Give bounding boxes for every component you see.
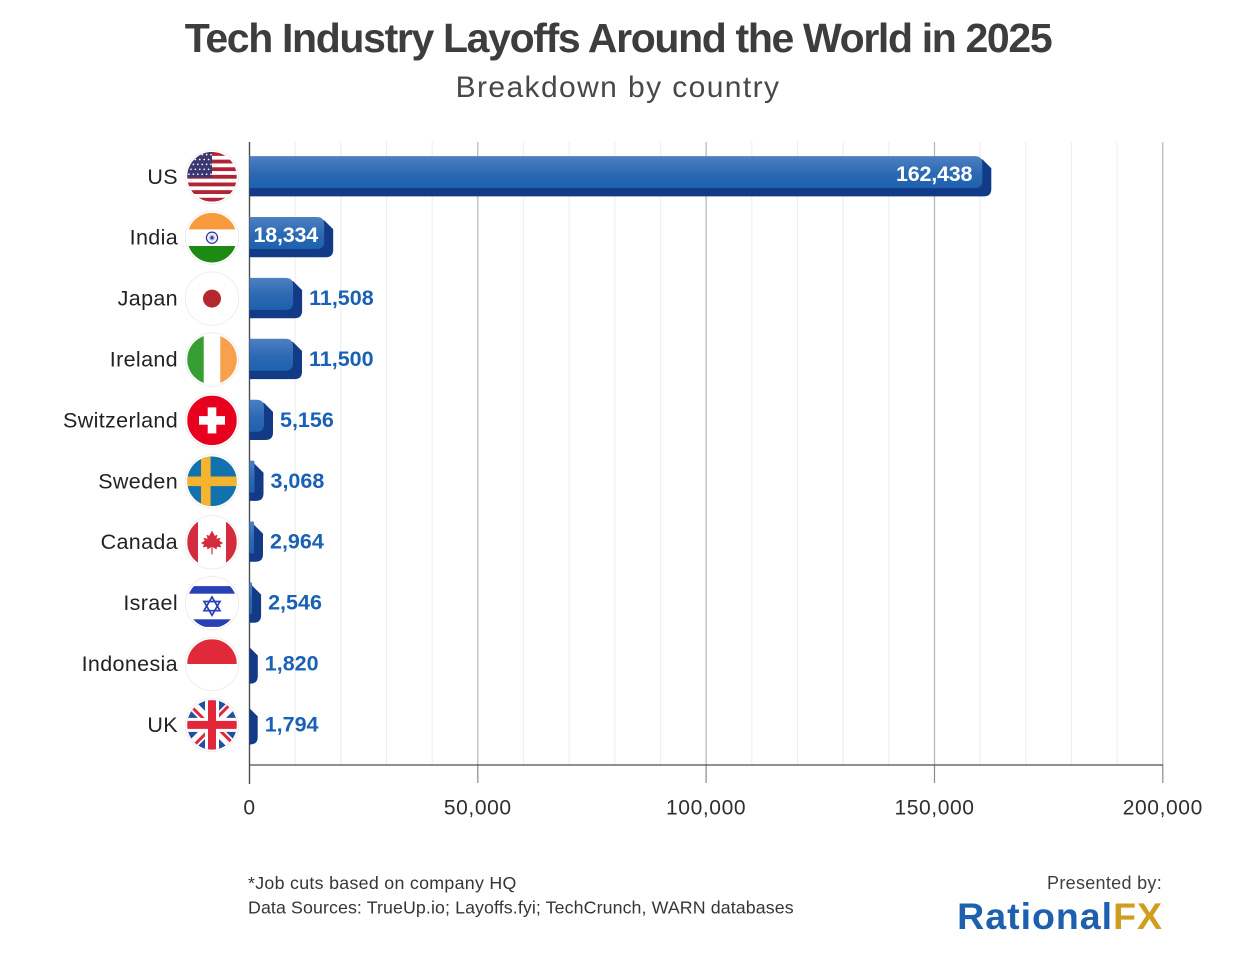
- svg-text:50,000: 50,000: [444, 797, 512, 820]
- svg-text:India: India: [130, 226, 178, 250]
- svg-text:Breakdown by country: Breakdown by country: [456, 71, 781, 104]
- svg-text:Presented by:: Presented by:: [1047, 873, 1162, 893]
- svg-text:0: 0: [243, 797, 255, 820]
- svg-text:Sweden: Sweden: [98, 469, 178, 493]
- svg-text:Data Sources: TrueUp.io; Layof: Data Sources: TrueUp.io; Layoffs.fyi; Te…: [248, 898, 794, 918]
- svg-text:Israel: Israel: [123, 591, 178, 615]
- svg-text:3,068: 3,068: [271, 469, 325, 493]
- svg-text:100,000: 100,000: [666, 797, 746, 820]
- svg-text:2,964: 2,964: [270, 530, 324, 554]
- svg-text:RationalFX: RationalFX: [957, 895, 1163, 937]
- svg-text:150,000: 150,000: [894, 797, 974, 820]
- svg-text:18,334: 18,334: [254, 223, 319, 247]
- svg-text:162,438: 162,438: [896, 162, 973, 186]
- svg-text:1,820: 1,820: [265, 652, 319, 676]
- svg-text:5,156: 5,156: [280, 408, 334, 432]
- svg-text:2,546: 2,546: [268, 591, 322, 615]
- svg-text:Switzerland: Switzerland: [63, 408, 178, 432]
- svg-text:200,000: 200,000: [1123, 797, 1203, 820]
- svg-text:11,500: 11,500: [309, 347, 374, 371]
- svg-text:Tech Industry Layoffs Around t: Tech Industry Layoffs Around the World i…: [185, 15, 1052, 61]
- svg-text:11,508: 11,508: [309, 286, 374, 310]
- svg-text:US: US: [147, 165, 178, 189]
- svg-text:Canada: Canada: [101, 530, 178, 554]
- svg-text:1,794: 1,794: [265, 712, 319, 736]
- svg-text:Indonesia: Indonesia: [82, 652, 178, 676]
- svg-text:*Job cuts based on company HQ: *Job cuts based on company HQ: [248, 873, 517, 893]
- svg-text:Japan: Japan: [118, 287, 178, 311]
- svg-text:UK: UK: [147, 713, 178, 737]
- svg-text:Ireland: Ireland: [110, 348, 178, 372]
